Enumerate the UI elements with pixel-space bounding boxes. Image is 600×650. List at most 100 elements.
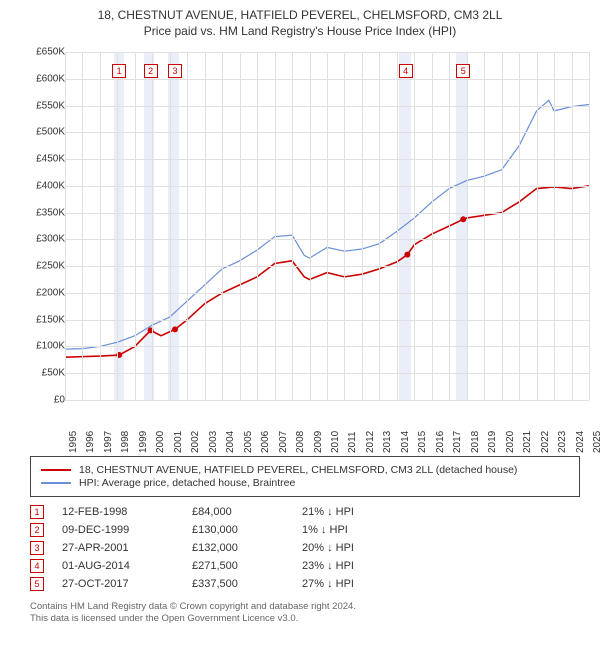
x-axis-label: 2002 bbox=[190, 431, 201, 453]
chart-container: 18, CHESTNUT AVENUE, HATFIELD PEVEREL, C… bbox=[0, 0, 600, 650]
x-axis-label: 2009 bbox=[313, 431, 324, 453]
transaction-diff: 27% ↓ HPI bbox=[302, 578, 412, 590]
transaction-date: 01-AUG-2014 bbox=[62, 560, 192, 572]
chart-marker: 4 bbox=[399, 64, 413, 78]
legend-box: 18, CHESTNUT AVENUE, HATFIELD PEVEREL, C… bbox=[30, 456, 580, 497]
x-gridline bbox=[362, 52, 363, 400]
x-gridline bbox=[467, 52, 468, 400]
legend-label-red: 18, CHESTNUT AVENUE, HATFIELD PEVEREL, C… bbox=[79, 464, 517, 476]
x-axis-label: 2004 bbox=[225, 431, 236, 453]
chart-marker: 2 bbox=[144, 64, 158, 78]
x-axis-label: 1996 bbox=[85, 431, 96, 453]
y-axis-label: £350K bbox=[36, 207, 65, 218]
x-axis-label: 2024 bbox=[575, 431, 586, 453]
x-axis-label: 2008 bbox=[295, 431, 306, 453]
x-gridline bbox=[414, 52, 415, 400]
x-gridline bbox=[502, 52, 503, 400]
transaction-marker: 5 bbox=[30, 577, 44, 591]
sale-dot bbox=[460, 216, 466, 222]
y-axis-label: £200K bbox=[36, 287, 65, 298]
transaction-row: 327-APR-2001£132,00020% ↓ HPI bbox=[30, 541, 580, 555]
x-gridline bbox=[117, 52, 118, 400]
y-axis-label: £550K bbox=[36, 100, 65, 111]
footer-line2: This data is licensed under the Open Gov… bbox=[30, 613, 580, 625]
y-axis-label: £100K bbox=[36, 341, 65, 352]
y-axis-label: £600K bbox=[36, 73, 65, 84]
x-axis-label: 2022 bbox=[540, 431, 551, 453]
x-axis-label: 1997 bbox=[103, 431, 114, 453]
x-axis-label: 2020 bbox=[505, 431, 516, 453]
x-axis-label: 2006 bbox=[260, 431, 271, 453]
x-gridline bbox=[240, 52, 241, 400]
x-axis-label: 2015 bbox=[417, 431, 428, 453]
x-gridline bbox=[519, 52, 520, 400]
x-gridline bbox=[205, 52, 206, 400]
legend-swatch-red bbox=[41, 469, 71, 471]
legend-row-blue: HPI: Average price, detached house, Brai… bbox=[41, 477, 569, 489]
x-axis-label: 2011 bbox=[347, 431, 358, 453]
x-axis-label: 2023 bbox=[557, 431, 568, 453]
transaction-table: 112-FEB-1998£84,00021% ↓ HPI 209-DEC-1999… bbox=[30, 505, 580, 591]
transaction-price: £337,500 bbox=[192, 578, 302, 590]
x-gridline bbox=[65, 52, 66, 400]
chart-marker: 1 bbox=[112, 64, 126, 78]
x-gridline bbox=[397, 52, 398, 400]
x-axis-label: 1998 bbox=[120, 431, 131, 453]
x-gridline bbox=[432, 52, 433, 400]
y-axis-label: £650K bbox=[36, 47, 65, 58]
footer-line1: Contains HM Land Registry data © Crown c… bbox=[30, 601, 580, 613]
x-gridline bbox=[344, 52, 345, 400]
x-gridline bbox=[152, 52, 153, 400]
transaction-marker: 2 bbox=[30, 523, 44, 537]
x-axis-label: 2013 bbox=[382, 431, 393, 453]
transaction-row: 112-FEB-1998£84,00021% ↓ HPI bbox=[30, 505, 580, 519]
y-gridline bbox=[65, 400, 589, 401]
transaction-diff: 21% ↓ HPI bbox=[302, 506, 412, 518]
x-gridline bbox=[170, 52, 171, 400]
y-axis-label: £50K bbox=[42, 368, 65, 379]
transaction-date: 12-FEB-1998 bbox=[62, 506, 192, 518]
x-axis-label: 2014 bbox=[400, 431, 411, 453]
y-axis-label: £500K bbox=[36, 127, 65, 138]
transaction-price: £130,000 bbox=[192, 524, 302, 536]
transaction-date: 27-APR-2001 bbox=[62, 542, 192, 554]
x-gridline bbox=[187, 52, 188, 400]
transaction-diff: 1% ↓ HPI bbox=[302, 524, 412, 536]
x-gridline bbox=[222, 52, 223, 400]
x-gridline bbox=[257, 52, 258, 400]
title-block: 18, CHESTNUT AVENUE, HATFIELD PEVEREL, C… bbox=[0, 0, 600, 42]
chart-marker: 3 bbox=[168, 64, 182, 78]
x-gridline bbox=[82, 52, 83, 400]
transaction-marker: 3 bbox=[30, 541, 44, 555]
transaction-row: 209-DEC-1999£130,0001% ↓ HPI bbox=[30, 523, 580, 537]
x-axis-label: 2012 bbox=[365, 431, 376, 453]
x-axis-label: 1999 bbox=[138, 431, 149, 453]
x-gridline bbox=[484, 52, 485, 400]
x-axis-label: 2010 bbox=[330, 431, 341, 453]
y-axis-label: £0 bbox=[54, 395, 65, 406]
x-gridline bbox=[554, 52, 555, 400]
sale-dot bbox=[404, 252, 410, 258]
legend-row-red: 18, CHESTNUT AVENUE, HATFIELD PEVEREL, C… bbox=[41, 464, 569, 476]
transaction-diff: 20% ↓ HPI bbox=[302, 542, 412, 554]
transaction-price: £84,000 bbox=[192, 506, 302, 518]
title-address: 18, CHESTNUT AVENUE, HATFIELD PEVEREL, C… bbox=[10, 8, 590, 22]
x-axis-label: 2018 bbox=[470, 431, 481, 453]
transaction-row: 527-OCT-2017£337,50027% ↓ HPI bbox=[30, 577, 580, 591]
x-axis-label: 2017 bbox=[452, 431, 463, 453]
y-axis-label: £450K bbox=[36, 154, 65, 165]
x-gridline bbox=[449, 52, 450, 400]
x-axis-label: 2007 bbox=[278, 431, 289, 453]
x-axis-label: 2021 bbox=[522, 431, 533, 453]
legend-swatch-blue bbox=[41, 482, 71, 484]
y-axis-label: £250K bbox=[36, 261, 65, 272]
transaction-price: £271,500 bbox=[192, 560, 302, 572]
y-axis-label: £400K bbox=[36, 180, 65, 191]
transaction-row: 401-AUG-2014£271,50023% ↓ HPI bbox=[30, 559, 580, 573]
x-gridline bbox=[589, 52, 590, 400]
x-axis-label: 1995 bbox=[68, 431, 79, 453]
x-gridline bbox=[275, 52, 276, 400]
x-axis-label: 2003 bbox=[208, 431, 219, 453]
x-axis-label: 2019 bbox=[487, 431, 498, 453]
chart-marker: 5 bbox=[456, 64, 470, 78]
